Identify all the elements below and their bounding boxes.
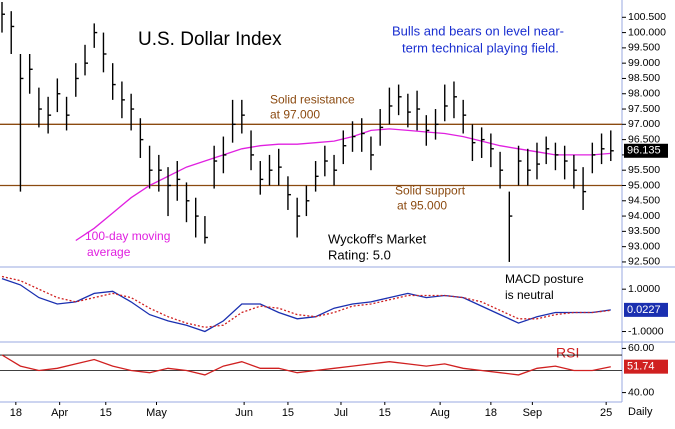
- x-tick-label: 25: [600, 407, 612, 419]
- y-tick-label: 95.500: [628, 164, 660, 176]
- x-tick-label: Jul: [334, 407, 348, 419]
- rating: Wyckoff's Market: [328, 231, 427, 246]
- last-value-box: [624, 143, 668, 158]
- macd-note: MACD posture: [505, 272, 584, 286]
- y-tick-label: 99.000: [628, 57, 660, 69]
- y-tick-label: 40.00: [628, 386, 654, 398]
- y-tick-label: 94.500: [628, 195, 660, 207]
- rating: Rating: 5.0: [328, 247, 391, 262]
- level-label: Solid support: [395, 184, 466, 198]
- x-tick-label: 15: [282, 407, 294, 419]
- subtitle: Bulls and bears on level near-: [392, 23, 564, 38]
- last-value: 96.135: [627, 145, 661, 157]
- macd-note: is neutral: [505, 288, 554, 302]
- y-tick-label: 94.000: [628, 210, 660, 222]
- y-tick-label: 93.000: [628, 240, 660, 252]
- ma-label: average: [87, 245, 131, 259]
- y-tick-label: 97.000: [628, 118, 660, 130]
- y-tick-label: 99.500: [628, 42, 660, 54]
- subtitle: term technical playing field.: [402, 40, 559, 55]
- x-tick-label: Aug: [430, 407, 450, 419]
- x-axis-label: Daily: [628, 406, 653, 418]
- y-tick-label: 100.000: [628, 26, 666, 38]
- series-line: [1, 277, 611, 333]
- x-tick-label: 15: [100, 407, 112, 419]
- last-value: 0.0227: [627, 304, 661, 316]
- x-tick-label: Sep: [523, 407, 543, 419]
- level-label: at 95.000: [397, 199, 447, 213]
- y-tick-label: 96.500: [628, 133, 660, 145]
- y-tick-label: 97.500: [628, 103, 660, 115]
- ma-label: 100-day moving: [85, 229, 170, 243]
- last-value: 51.74: [627, 361, 655, 373]
- last-value-box: [624, 359, 668, 374]
- y-tick-label: 1.0000: [628, 283, 660, 295]
- rsi-label: RSI: [556, 345, 579, 361]
- y-tick-label: 100.500: [628, 11, 666, 23]
- y-tick-label: -1.0000: [628, 325, 664, 337]
- chart-title: U.S. Dollar Index: [138, 29, 282, 50]
- y-tick-label: 92.500: [628, 256, 660, 268]
- y-tick-label: 60.00: [628, 342, 654, 354]
- level-label: Solid resistance: [270, 92, 355, 106]
- series-line: [1, 354, 611, 376]
- x-tick-label: 18: [10, 407, 22, 419]
- y-tick-label: 98.000: [628, 88, 660, 100]
- x-tick-label: 15: [379, 407, 391, 419]
- y-tick-label: 93.500: [628, 225, 660, 237]
- y-tick-label: 95.000: [628, 179, 660, 191]
- x-tick-label: 18: [485, 407, 497, 419]
- x-tick-label: Apr: [51, 407, 68, 419]
- level-label: at 97.000: [270, 107, 320, 121]
- series-line: [1, 275, 611, 328]
- last-value-box: [624, 302, 668, 317]
- x-tick-label: Jun: [235, 407, 253, 419]
- y-tick-label: 98.500: [628, 72, 660, 84]
- x-tick-label: May: [146, 407, 167, 419]
